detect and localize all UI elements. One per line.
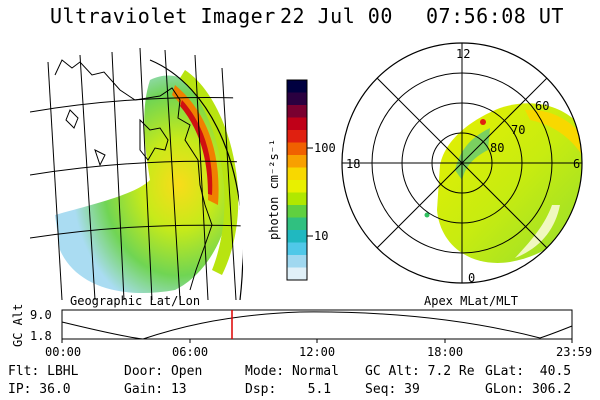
info-glat: GLat: 40.5 [485, 364, 572, 379]
time-label: 07:56:08 UT [426, 4, 564, 28]
altitude-timeline: GC Alt 9.0 1.8 00:00 06:00 12:00 18:00 2… [11, 304, 592, 359]
time-tick-1200: 12:00 [299, 345, 335, 359]
info-gain: Gain: 13 [124, 382, 187, 397]
info-mode: Mode: Normal [245, 364, 339, 379]
color-bar: 100 10 photon cm⁻²s⁻¹ [267, 79, 336, 281]
aurora-arc-core [180, 100, 213, 195]
colorbar-swatch [287, 92, 307, 106]
colorbar-swatch [287, 230, 307, 243]
info-ip: IP: 36.0 [8, 382, 71, 397]
polar-map: 12 18 6 0 60 70 80 [341, 42, 583, 285]
colorbar-swatch [287, 80, 307, 93]
colorbar-unit-label: photon cm⁻²s⁻¹ [267, 139, 281, 240]
info-flt: Flt: LBHL [8, 364, 79, 379]
mlt-label-12: 12 [456, 47, 470, 61]
mlat-label-60: 60 [535, 99, 549, 113]
time-axis-ticks [61, 339, 573, 343]
colorbar-swatch [287, 130, 307, 143]
time-tick-1800: 18:00 [427, 345, 463, 359]
aurora-arc-bright [172, 85, 219, 205]
info-dsp: Dsp: 5.1 [245, 382, 332, 397]
coastline [54, 59, 213, 291]
mlat-label-80: 80 [490, 141, 504, 155]
altitude-curve [61, 311, 573, 340]
altitude-axis-label: GC Alt [11, 304, 25, 347]
parallel-lines [30, 97, 245, 239]
colorbar-swatch [287, 117, 307, 131]
time-tick-0000: 00:00 [45, 345, 81, 359]
colorbar-tick-100: 100 [314, 141, 336, 155]
colorbar-swatch [287, 192, 307, 206]
colorbar-swatch [287, 217, 307, 231]
time-tick-2359: 23:59 [556, 345, 592, 359]
info-door: Door: Open [124, 364, 203, 379]
aurora-arc-outer [180, 70, 239, 275]
meridian-lines [47, 47, 237, 300]
colorbar-swatch [287, 267, 307, 281]
instrument-title: Ultraviolet Imager [50, 4, 276, 28]
colorbar-swatch [287, 167, 307, 181]
colorbar-tick-10: 10 [314, 229, 328, 243]
colorbar-swatch [287, 180, 307, 193]
colorbar-swatch [287, 105, 307, 118]
colorbar-swatch [287, 142, 307, 156]
info-glon: GLon: 306.2 [485, 382, 572, 397]
right-map-caption: Apex MLat/MLT [424, 294, 518, 308]
left-map-caption: Geographic Lat/Lon [70, 294, 200, 308]
colorbar-swatch [287, 255, 307, 268]
mlt-label-6: 6 [573, 157, 580, 171]
altitude-tick-max: 9.0 [30, 308, 52, 322]
date-label: 22 Jul 00 [280, 4, 393, 28]
colorbar-swatch [287, 242, 307, 256]
mlt-label-18: 18 [346, 157, 360, 171]
aurora-emission-band [55, 75, 232, 294]
info-seq: Seq: 39 [365, 382, 420, 397]
mlat-label-70: 70 [511, 123, 525, 137]
info-gcalt: GC Alt: 7.2 Re [365, 364, 475, 379]
colorbar-swatch [287, 155, 307, 168]
altitude-tick-min: 1.8 [30, 329, 52, 343]
mlt-label-0: 0 [468, 271, 475, 285]
geographic-map [30, 47, 245, 300]
time-tick-0600: 06:00 [172, 345, 208, 359]
colorbar-swatch [287, 205, 307, 218]
